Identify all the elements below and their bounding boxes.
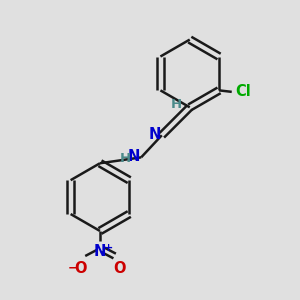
- Text: N: N: [149, 127, 161, 142]
- Text: O: O: [74, 261, 86, 276]
- Text: H: H: [119, 152, 130, 165]
- Text: −: −: [67, 261, 78, 274]
- Text: N: N: [94, 244, 106, 259]
- Text: Cl: Cl: [235, 84, 251, 99]
- Text: H: H: [171, 98, 182, 111]
- Text: O: O: [113, 261, 126, 276]
- Text: N: N: [127, 149, 140, 164]
- Text: +: +: [103, 243, 113, 253]
